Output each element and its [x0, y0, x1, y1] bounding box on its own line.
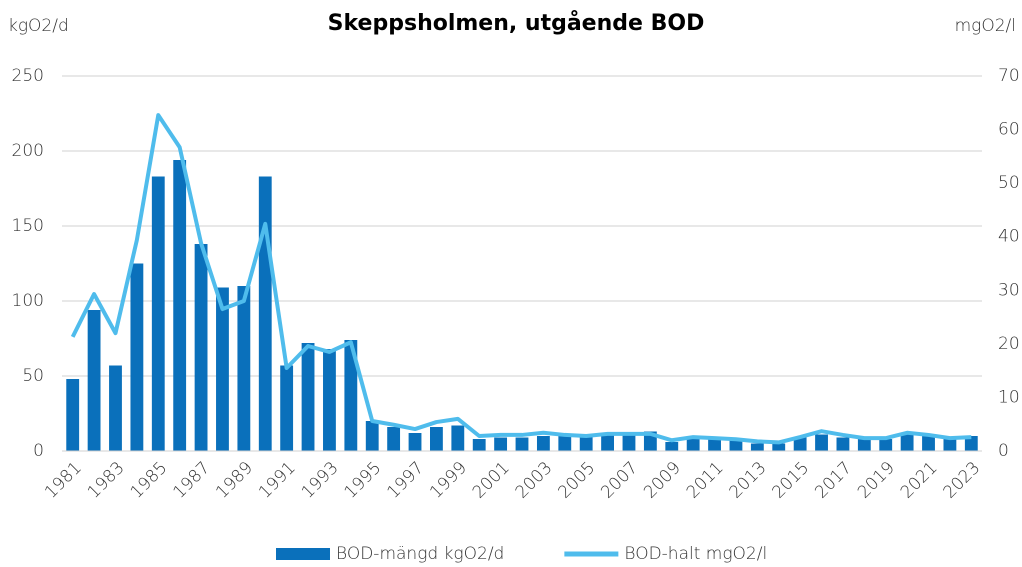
legend-swatch: [276, 548, 330, 560]
y2-tick-label: 50: [998, 173, 1020, 193]
legend-label: BOD-mängd kgO2/d: [336, 544, 504, 564]
x-tick-label: 2015: [768, 458, 813, 503]
bar: [216, 287, 229, 451]
y-tick-label: 250: [12, 66, 44, 86]
bar: [323, 349, 336, 451]
x-tick-label: 2013: [726, 458, 771, 503]
x-tick-label: 1993: [298, 458, 343, 503]
bar: [579, 436, 593, 451]
x-tick-label: 2017: [811, 458, 856, 503]
bar: [536, 436, 550, 451]
bar: [430, 427, 443, 451]
y2-tick-label: 0: [998, 441, 1009, 461]
bar: [494, 437, 508, 451]
bar: [87, 310, 101, 451]
y2-tick-label: 70: [998, 66, 1020, 86]
bar: [879, 439, 893, 451]
bar: [109, 365, 122, 451]
y-tick-label: 50: [22, 366, 44, 386]
x-tick-label: 2001: [469, 458, 514, 503]
x-tick-label: 2021: [897, 458, 942, 503]
x-tick-label: 1987: [169, 458, 214, 503]
y2-tick-label: 20: [998, 334, 1020, 354]
bar: [280, 365, 294, 451]
x-tick-label: 1991: [255, 458, 300, 503]
bar: [387, 427, 401, 451]
x-tick-label: 2003: [512, 458, 557, 503]
chart-title: Skeppsholmen, utgående BOD: [328, 10, 705, 36]
bar: [729, 440, 743, 451]
y2-tick-label: 30: [998, 280, 1020, 300]
bar: [173, 160, 187, 451]
bar: [750, 443, 764, 451]
x-tick-label: 2007: [597, 458, 642, 503]
bar: [344, 340, 358, 451]
line: [70, 113, 972, 445]
y2-tick-label: 60: [998, 120, 1020, 140]
bar: [686, 439, 700, 451]
x-tick-label: 2019: [854, 458, 899, 503]
bar: [301, 343, 315, 451]
bar: [964, 436, 978, 451]
bar: [857, 439, 871, 451]
y-tick-label: 100: [12, 291, 44, 311]
x-tick-label: 1989: [212, 458, 257, 503]
x-tick-label: 2005: [555, 458, 600, 503]
x-tick-label: 1983: [84, 458, 129, 503]
x-tick-label: 2009: [640, 458, 685, 503]
bar: [836, 437, 850, 451]
bar: [900, 434, 914, 451]
bar: [922, 436, 935, 451]
x-tick-label: 2023: [940, 458, 985, 503]
y-tick-label: 150: [12, 216, 44, 236]
x-tick-label: 1985: [127, 458, 172, 503]
y2-tick-label: 10: [998, 387, 1020, 407]
bar: [237, 286, 251, 451]
x-tick-label: 1995: [341, 458, 386, 503]
bar: [66, 379, 80, 451]
y-axis-label: kgO2/d: [8, 16, 69, 36]
bar: [472, 439, 486, 451]
bar: [943, 439, 957, 451]
bar: [558, 436, 572, 451]
bar: [815, 434, 828, 451]
bar: [515, 437, 529, 451]
bar: [622, 434, 636, 451]
bar: [451, 425, 465, 451]
bar: [665, 442, 679, 451]
bar: [793, 437, 807, 451]
bar: [772, 443, 786, 451]
bar: [708, 439, 721, 451]
y-tick-label: 0: [33, 441, 44, 461]
y2-axis-label: mgO2/l: [955, 16, 1016, 36]
y-tick-label: 200: [12, 141, 44, 161]
bar: [601, 434, 614, 451]
bar: [194, 244, 208, 451]
x-tick-label: 1981: [41, 458, 86, 503]
bar: [408, 433, 422, 451]
x-tick-label: 1997: [383, 458, 428, 503]
y2-tick-label: 40: [998, 227, 1020, 247]
legend-label: BOD-halt mgO2/l: [624, 544, 767, 564]
x-tick-label: 1999: [426, 458, 471, 503]
bar: [151, 176, 165, 451]
bar: [258, 176, 272, 451]
x-tick-label: 2011: [683, 458, 728, 503]
bar: [130, 263, 144, 451]
bar: [365, 421, 379, 451]
